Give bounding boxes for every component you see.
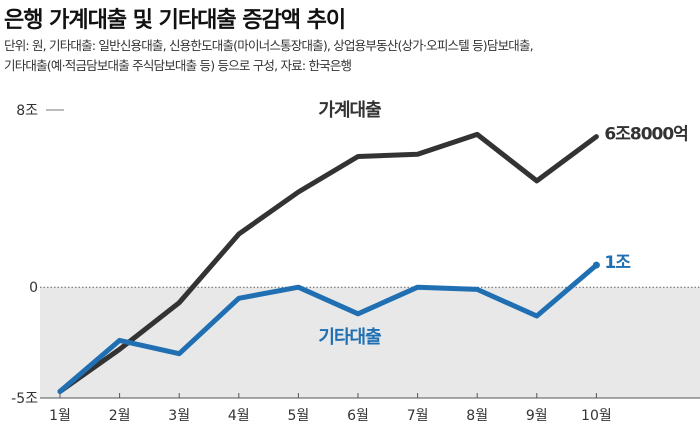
y-tick-label: -5조: [11, 391, 38, 407]
x-axis: 1월 2월 3월 4월 5월 6월 7월 8월 9월 10월: [49, 393, 612, 424]
series-line: [57, 262, 599, 394]
y-tick-label: 0: [29, 280, 38, 296]
x-tick-label: 6월: [347, 408, 369, 424]
x-tick-label: 4월: [228, 408, 250, 424]
chart-title: 은행 가계대출 및 기타대출 증감액 추이: [4, 8, 346, 33]
series-lines: [57, 131, 600, 394]
x-tick-label: 10월: [581, 408, 612, 424]
negative-band: [40, 287, 700, 398]
x-tick-label: 2월: [109, 408, 131, 424]
y-tick-label: 8조: [16, 103, 38, 119]
note-line: 단위: 원, 기타대출: 일반신용대출, 신용한도대출(마이너스통장대출), 상…: [4, 38, 534, 53]
note-line: 기타대출(예·적금담보대출 주식담보대출 등) 등으로 구성, 자료: 한국은행: [4, 58, 352, 73]
x-tick-label: 8월: [466, 408, 488, 424]
series-line: [57, 131, 599, 394]
x-tick-label: 1월: [49, 408, 71, 424]
y-axis: 8조 0 -5조: [11, 103, 64, 407]
chart-note: 단위: 원, 기타대출: 일반신용대출, 신용한도대출(마이너스통장대출), 상…: [4, 36, 696, 76]
series-name-label: 가계대출: [318, 100, 381, 121]
x-tick-label: 3월: [168, 408, 190, 424]
x-tick-label: 7월: [407, 408, 429, 424]
series-name-label: 기타대출: [318, 327, 381, 348]
x-tick-label: 5월: [288, 408, 310, 424]
x-tick-label: 9월: [526, 408, 548, 424]
end-value-label: 1조: [604, 253, 631, 273]
end-marker: [592, 261, 600, 269]
end-value-label: 6조8000억: [604, 125, 687, 145]
